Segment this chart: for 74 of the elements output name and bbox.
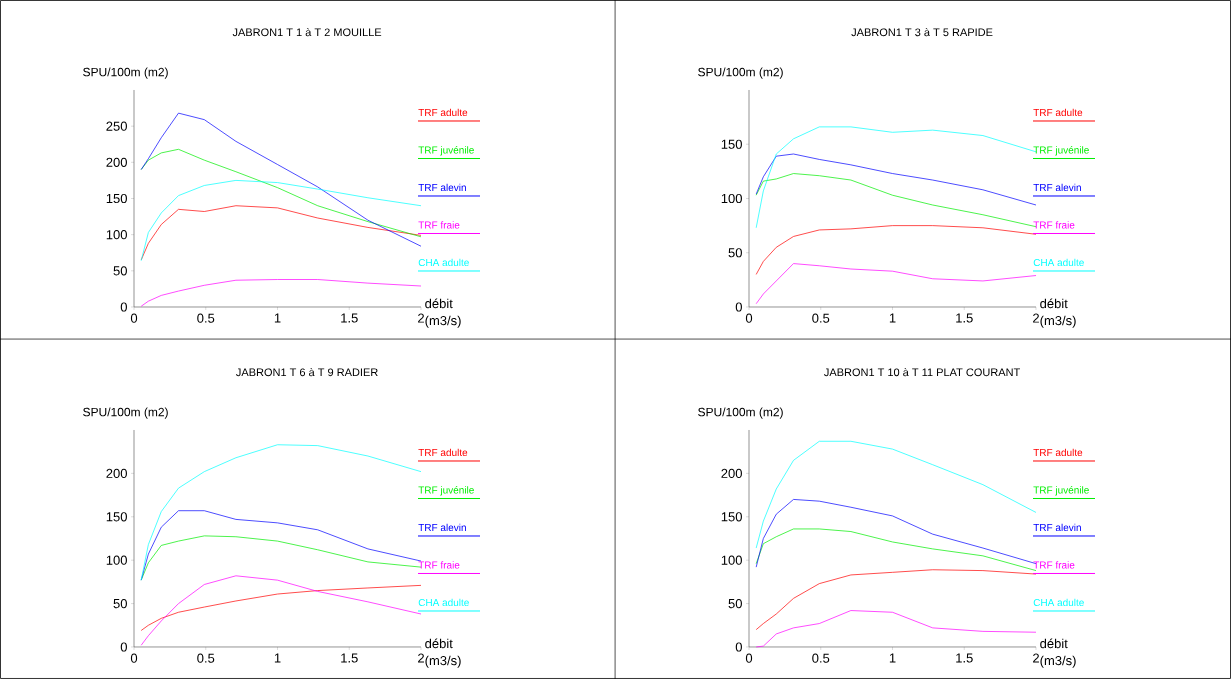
x-tick-label: 1 <box>889 313 896 323</box>
x-tick-label: 0 <box>130 313 138 323</box>
y-tick-label: 200 <box>721 468 742 478</box>
y-tick-label: 200 <box>106 468 127 478</box>
x-tick-label: 2 <box>418 313 424 323</box>
text: CHA adulte <box>418 598 469 607</box>
text: TRF juvénile <box>418 486 474 496</box>
chart-title: JABRON1 T 3 à T 5 RAPIDE <box>851 27 993 37</box>
text: TRF fraie <box>418 221 460 229</box>
x-tick-label: 1 <box>889 653 896 663</box>
text: TRF fraie <box>1033 561 1075 569</box>
chart-title: JABRON1 T 10 à T 11 PLAT COURANT <box>824 367 1020 377</box>
y-tick-label: 50 <box>728 248 742 258</box>
x-tick-label: 0 <box>130 653 138 663</box>
y-tick-label: 200 <box>106 157 127 167</box>
x-axis-title: débit (m3/s) <box>1040 638 1076 668</box>
x-tick-label: 1.5 <box>956 313 973 323</box>
y-tick-label: 0 <box>735 302 742 312</box>
text: TRF adulte <box>418 108 468 117</box>
y-tick-label: 100 <box>106 555 127 565</box>
x-tick-label: 0.5 <box>197 653 215 663</box>
y-tick-label: 0 <box>120 642 127 652</box>
x-tick-label: 0.5 <box>197 313 215 323</box>
y-tick-label: 150 <box>721 512 742 522</box>
series-label: TRF alevin <box>1033 183 1081 192</box>
x-tick-label: 2 <box>1033 313 1039 323</box>
x-tick-label: 0 <box>745 653 753 663</box>
text: TRF alevin <box>1033 523 1081 532</box>
y-tick-label: 250 <box>106 121 127 131</box>
y-axis-title: SPU/100m (m2) <box>698 407 783 419</box>
x-tick-label: 1.5 <box>341 313 358 323</box>
line-series <box>140 279 422 307</box>
y-tick-label: 100 <box>721 555 742 565</box>
x-axis-title: débit (m3/s) <box>425 298 461 328</box>
y-tick-label: 50 <box>113 266 127 276</box>
x-axis-title: débit (m3/s) <box>425 638 461 668</box>
text: TRF adulte <box>418 448 468 457</box>
y-tick-label: 100 <box>106 230 127 240</box>
x-tick-label: 2 <box>1033 653 1039 663</box>
y-axis-title: SPU/100m (m2) <box>83 67 168 79</box>
text: TRF adulte <box>1033 448 1083 457</box>
y-tick-label: 0 <box>735 642 742 652</box>
y-tick-label: 50 <box>113 598 127 609</box>
text: TRF fraie <box>418 561 460 569</box>
x-tick-label: 0.5 <box>812 313 830 323</box>
text: TRF fraie <box>1033 221 1075 229</box>
y-tick-label: 100 <box>721 193 742 204</box>
text: CHA adulte <box>418 258 469 267</box>
line-series <box>755 610 1037 648</box>
text: TRF juvénile <box>1033 486 1089 496</box>
text: TRF juvénile <box>1033 146 1089 156</box>
x-tick-label: 0.5 <box>812 653 830 663</box>
text: CHA adulte <box>1033 258 1084 267</box>
y-tick-label: 150 <box>721 139 742 149</box>
chart-title: JABRON1 T 6 à T 9 RADIER <box>236 367 378 377</box>
text: TRF adulte <box>1033 108 1083 117</box>
x-tick-label: 0 <box>745 313 753 323</box>
text: TRF alevin <box>418 183 466 192</box>
x-tick-label: 1.5 <box>341 653 358 663</box>
y-axis-title: SPU/100m (m2) <box>698 67 783 79</box>
y-tick-label: 50 <box>728 598 742 609</box>
x-tick-label: 1 <box>274 313 281 323</box>
y-tick-label: 150 <box>106 512 127 522</box>
y-tick-label: 0 <box>120 302 127 312</box>
chart-title: JABRON1 T 1 à T 2 MOUILLE <box>232 27 382 37</box>
x-tick-label: 1.5 <box>956 653 973 663</box>
x-axis-title: débit (m3/s) <box>1040 298 1076 328</box>
text: TRF alevin <box>418 523 466 532</box>
text: CHA adulte <box>1033 598 1084 607</box>
text: TRF juvénile <box>418 146 474 156</box>
x-tick-label: 2 <box>418 653 424 663</box>
y-axis-title: SPU/100m (m2) <box>83 407 168 419</box>
x-tick-label: 1 <box>274 653 281 663</box>
y-tick-label: 150 <box>106 193 127 204</box>
